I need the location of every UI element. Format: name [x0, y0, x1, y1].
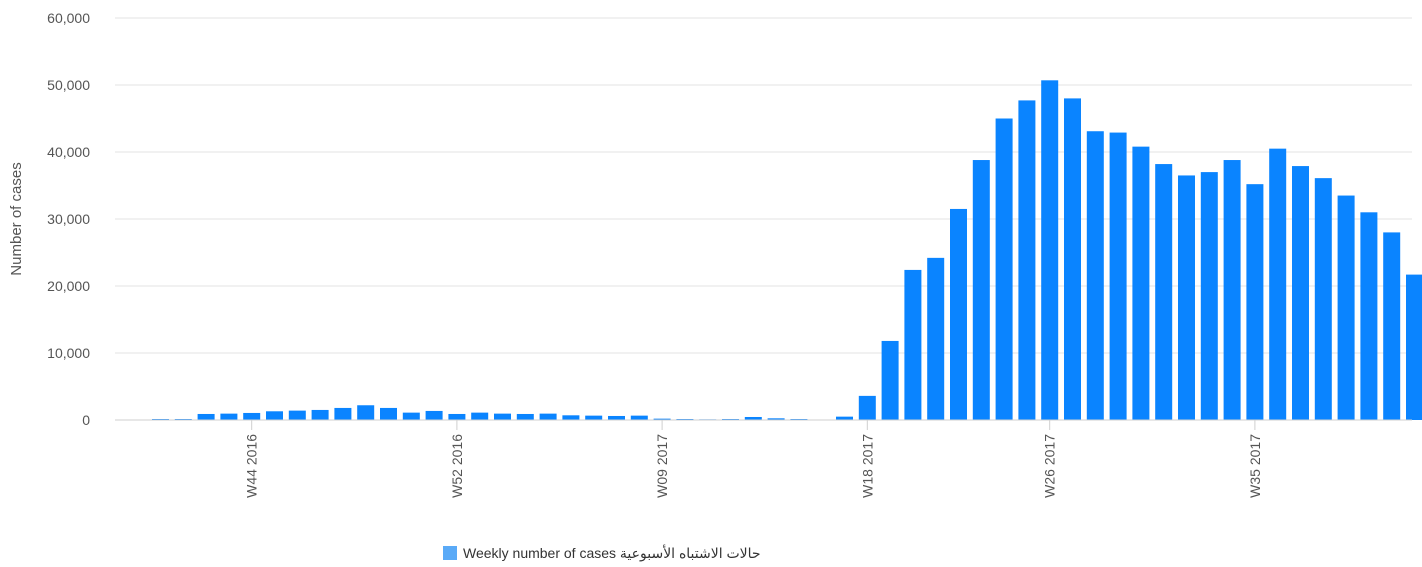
bar[interactable] [357, 405, 374, 420]
bar[interactable] [1155, 164, 1172, 420]
bar[interactable] [1041, 80, 1058, 420]
bar[interactable] [312, 410, 329, 420]
bar[interactable] [904, 270, 921, 420]
bar[interactable] [266, 411, 283, 420]
bar[interactable] [859, 396, 876, 420]
x-tick-label: W26 2017 [1042, 434, 1058, 498]
bar[interactable] [927, 258, 944, 420]
bar[interactable] [562, 415, 579, 420]
bar[interactable] [836, 417, 853, 420]
bar[interactable] [448, 414, 465, 420]
y-axis-tick-labels: 0 10,000 20,000 30,000 40,000 50,000 60,000 [47, 10, 90, 428]
bar[interactable] [608, 416, 625, 420]
bar[interactable] [950, 209, 967, 420]
x-axis-ticks: W44 2016 W52 2016 W09 2017 W18 2017 W26 2017… [244, 420, 1263, 498]
legend[interactable]: حالات الاشتباه الأسبوعية Weekly number o… [443, 544, 761, 562]
x-tick-label: W52 2016 [449, 434, 465, 498]
bar[interactable] [1338, 196, 1355, 420]
bar[interactable] [585, 416, 602, 420]
bar[interactable] [1246, 184, 1263, 420]
bar[interactable] [882, 341, 899, 420]
bar[interactable] [1064, 98, 1081, 420]
bar[interactable] [1110, 133, 1127, 420]
y-tick-label: 10,000 [47, 345, 90, 361]
y-tick-label: 60,000 [47, 10, 90, 26]
y-tick-label: 0 [82, 412, 90, 428]
y-tick-label: 30,000 [47, 211, 90, 227]
bar[interactable] [996, 119, 1013, 421]
bar[interactable] [1132, 147, 1149, 420]
x-tick-label: W18 2017 [859, 434, 875, 498]
x-tick-label: W44 2016 [244, 434, 260, 498]
bar[interactable] [380, 408, 397, 420]
bar[interactable] [1201, 172, 1218, 420]
bar[interactable] [1383, 232, 1400, 420]
bar[interactable] [1087, 131, 1104, 420]
bar[interactable] [1178, 175, 1195, 420]
bar[interactable] [1315, 178, 1332, 420]
bar[interactable] [1360, 212, 1377, 420]
y-tick-label: 40,000 [47, 144, 90, 160]
bar[interactable] [631, 416, 648, 420]
bar[interactable] [403, 413, 420, 420]
x-tick-label: W35 2017 [1247, 434, 1263, 498]
bar[interactable] [471, 413, 488, 420]
bar[interactable] [220, 414, 237, 420]
y-tick-label: 50,000 [47, 77, 90, 93]
bar[interactable] [494, 414, 511, 420]
bar[interactable] [973, 160, 990, 420]
bar[interactable] [1406, 275, 1422, 420]
bar[interactable] [1224, 160, 1241, 420]
bar[interactable] [198, 414, 215, 420]
bar[interactable] [426, 411, 443, 420]
bar[interactable] [1269, 149, 1286, 420]
legend-swatch [443, 546, 457, 560]
x-tick-label: W09 2017 [654, 434, 670, 498]
bar[interactable] [334, 408, 351, 420]
bar[interactable] [1018, 100, 1035, 420]
y-axis-title: Number of cases [8, 162, 25, 275]
bar[interactable] [289, 411, 306, 420]
bar[interactable] [243, 413, 260, 420]
y-tick-label: 20,000 [47, 278, 90, 294]
legend-label: حالات الاشتباه الأسبوعية Weekly number o… [463, 544, 761, 562]
bar[interactable] [1292, 166, 1309, 420]
bars [152, 80, 1422, 420]
bar[interactable] [540, 414, 557, 420]
bar[interactable] [517, 414, 534, 420]
